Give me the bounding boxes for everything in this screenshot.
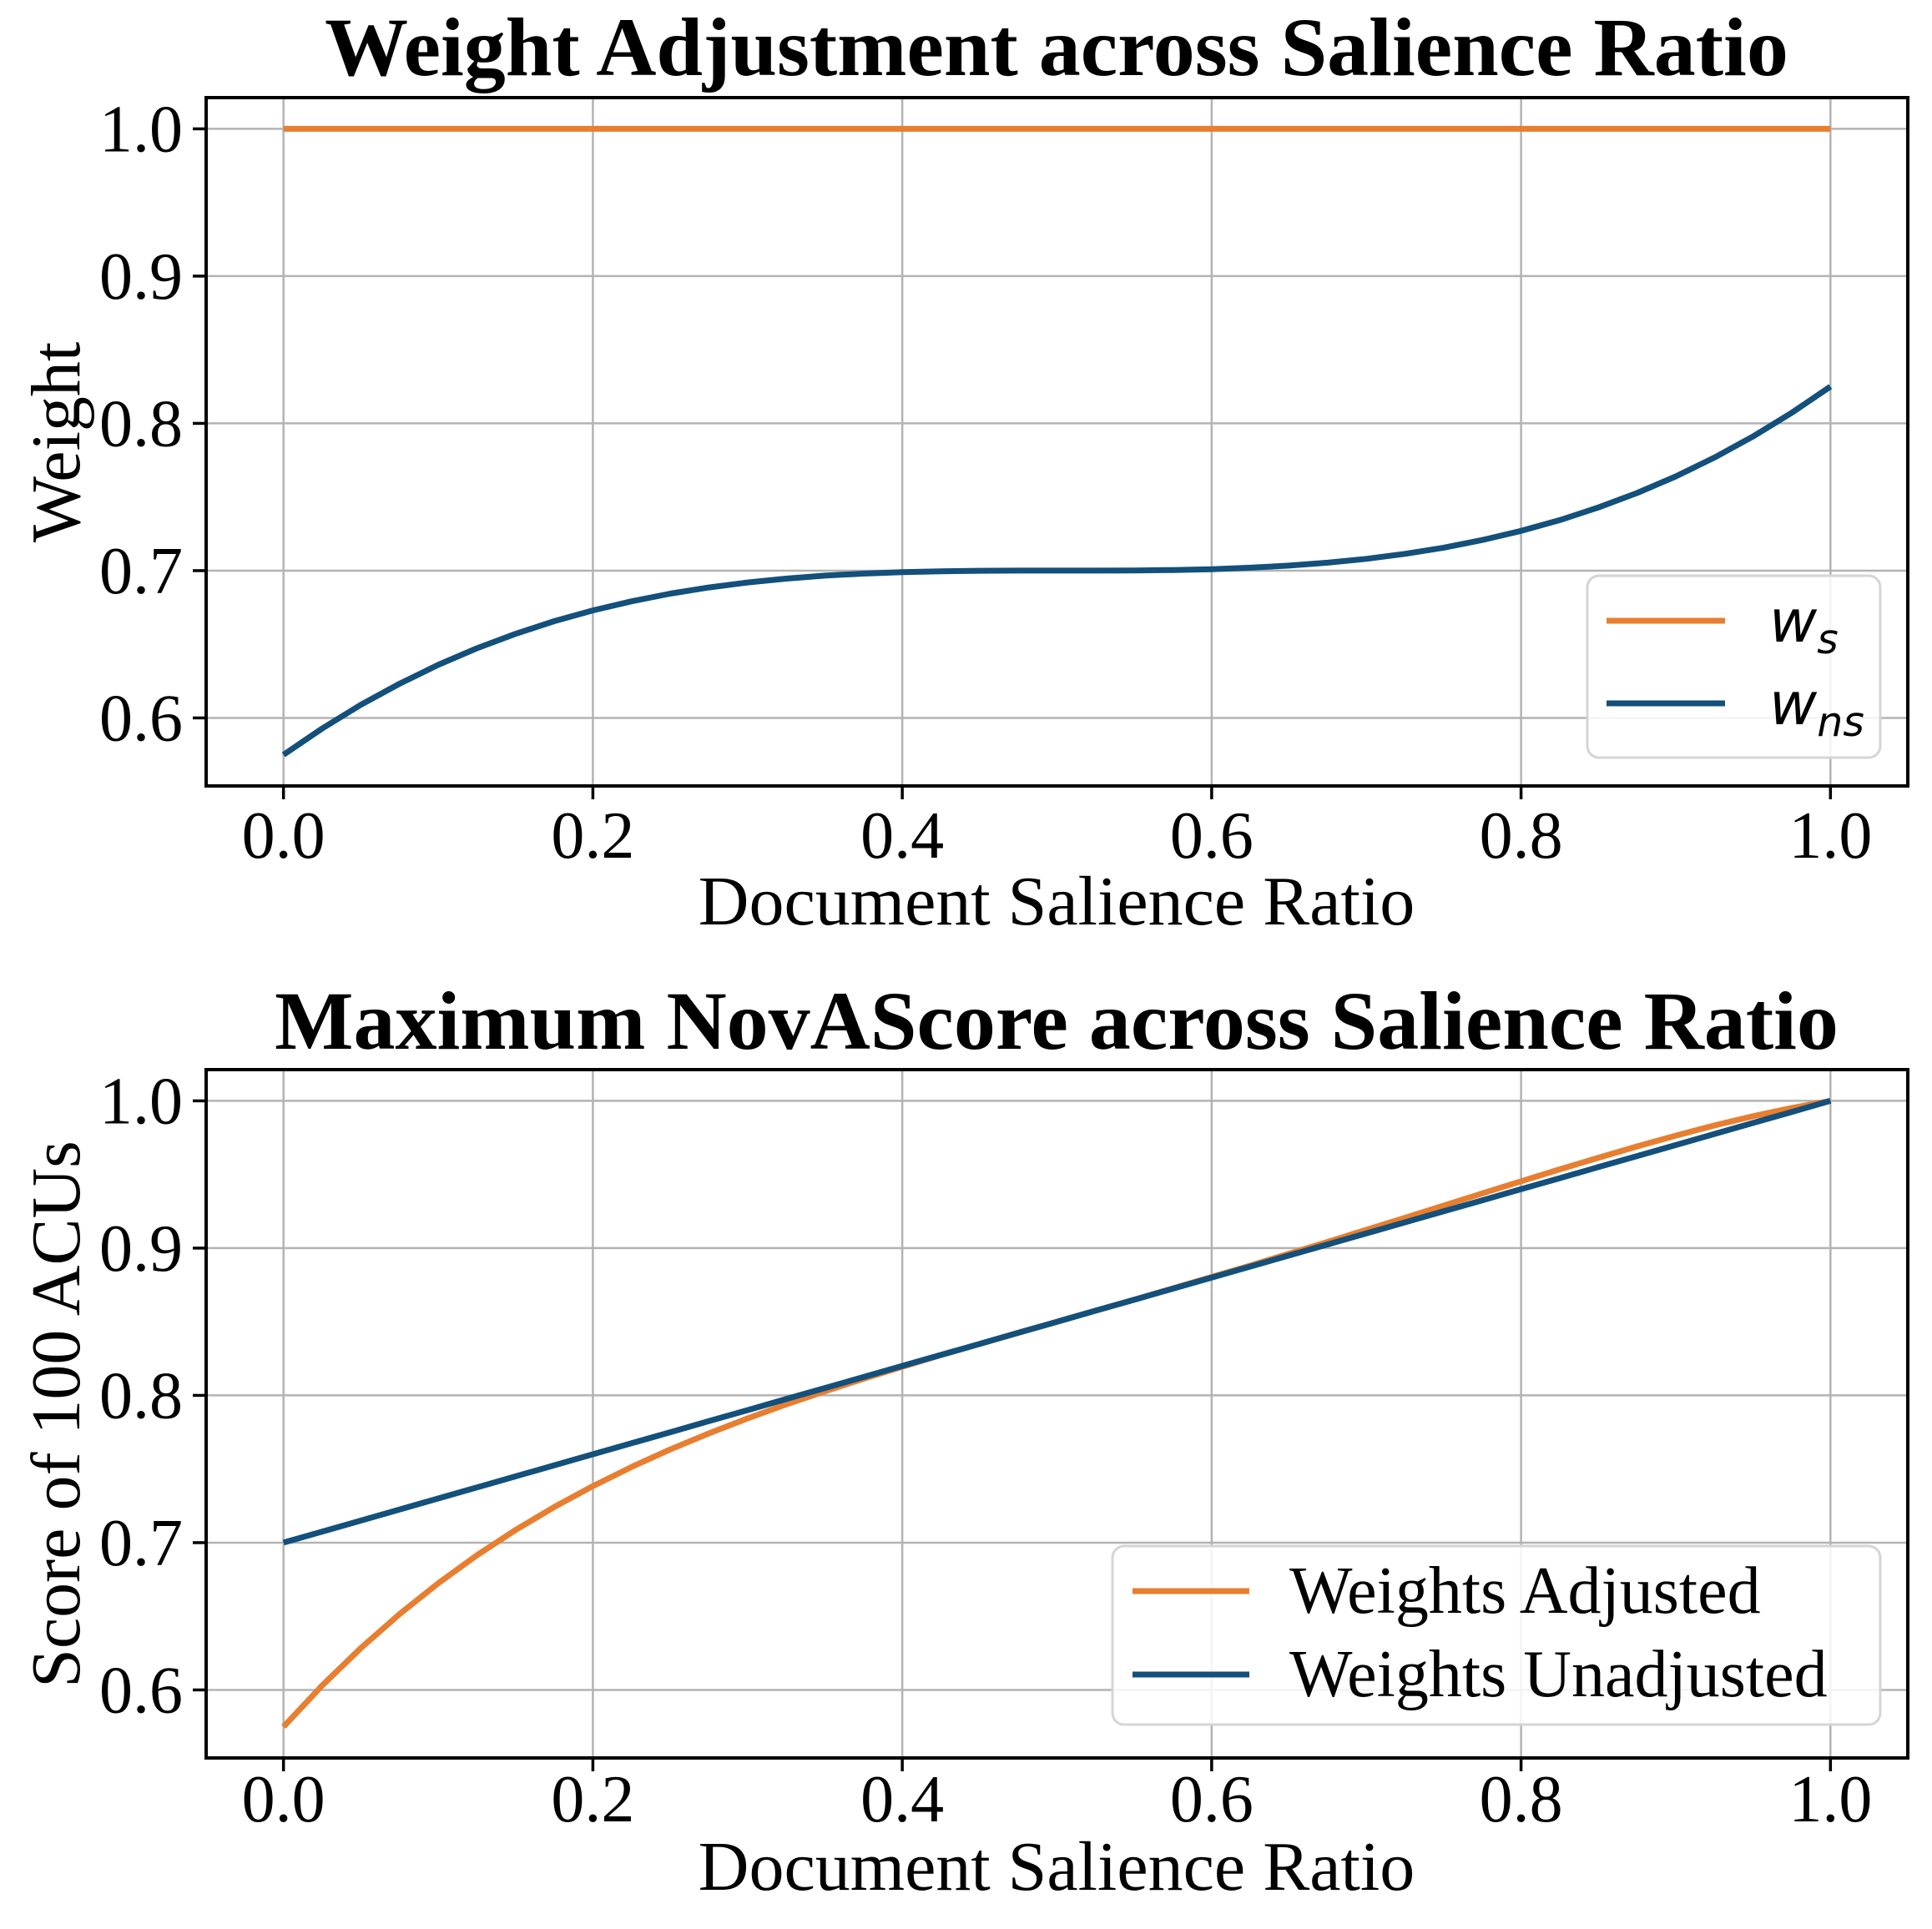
y-tick-label: 0.8 xyxy=(99,1359,183,1433)
legend-label: wns xyxy=(1769,670,1864,746)
x-tick-label: 0.4 xyxy=(860,799,944,873)
y-tick-label: 0.7 xyxy=(99,535,183,608)
chart-title: Maximum NovAScore across Salience Ratio xyxy=(275,975,1839,1067)
y-tick-label: 0.6 xyxy=(99,1654,183,1727)
x-tick-label: 0.6 xyxy=(1170,1763,1254,1836)
y-axis-label: Score of 100 ACUs xyxy=(18,1141,95,1688)
axes: 0.0 0.2 0.4 0.6 0.8 1.0 1.0 0.9 0.8 0.7 0.6 xyxy=(99,1065,1909,1836)
legend-box xyxy=(1111,1544,1882,1726)
x-axis-label: Document Salience Ratio xyxy=(699,1828,1415,1906)
y-tick-label: 0.7 xyxy=(99,1507,183,1580)
x-tick-label: 0.0 xyxy=(242,799,325,873)
x-axis-label: Document Salience Ratio xyxy=(699,863,1415,940)
x-tick-label: 1.0 xyxy=(1788,799,1872,873)
y-tick-label: 0.6 xyxy=(99,682,183,755)
series-line-w-ns xyxy=(281,384,1833,758)
series-lines xyxy=(281,125,1833,758)
series-lines xyxy=(281,1097,1832,1729)
y-tick-label: 1.0 xyxy=(99,1065,183,1138)
gridlines xyxy=(206,1070,1908,1758)
x-tick-label: 1.0 xyxy=(1788,1763,1872,1836)
axes: 0.0 0.2 0.4 0.6 0.8 1.0 1.0 0.9 0.8 0.7 0.6 xyxy=(99,93,1909,873)
series-line-weights-unadjusted xyxy=(282,1098,1832,1546)
y-tick-label: 0.9 xyxy=(99,1212,183,1286)
y-tick-label: 0.9 xyxy=(99,240,183,314)
x-tick-label: 0.2 xyxy=(551,799,634,873)
chart-title: Weight Adjustment across Salience Ratio xyxy=(325,1,1788,93)
y-tick-label: 0.8 xyxy=(99,387,183,461)
plot-border xyxy=(204,96,1909,788)
x-tick-label: 0.4 xyxy=(860,1763,944,1836)
legend: Weights Adjusted Weights Unadjusted xyxy=(1111,1544,1882,1726)
y-tick-label: 1.0 xyxy=(99,93,183,166)
x-tick-label: 0.0 xyxy=(242,1763,325,1836)
x-tick-label: 0.8 xyxy=(1480,1763,1563,1836)
x-tick-label: 0.6 xyxy=(1170,799,1254,873)
x-tick-label: 0.2 xyxy=(551,1763,634,1836)
legend-label: Weights Adjusted xyxy=(1289,1554,1761,1628)
x-tick-label: 0.8 xyxy=(1480,799,1563,873)
y-axis-label: Weight xyxy=(18,342,95,543)
plot-border xyxy=(204,1068,1909,1760)
legend-label: ws xyxy=(1769,587,1839,663)
legend-label: Weights Unadjusted xyxy=(1289,1638,1828,1711)
